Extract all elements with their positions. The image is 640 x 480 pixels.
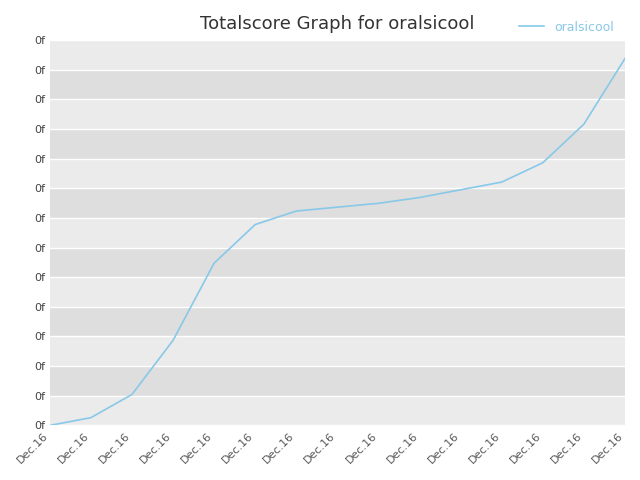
oralsicool xyxy=(252,222,259,228)
Bar xyxy=(50,188,625,218)
Bar xyxy=(50,307,625,336)
Bar xyxy=(50,218,625,248)
oralsicool xyxy=(333,204,341,210)
Bar xyxy=(50,40,625,70)
Bar xyxy=(50,366,625,396)
oralsicool xyxy=(539,160,547,166)
Bar xyxy=(50,99,625,129)
Bar xyxy=(50,248,625,277)
oralsicool xyxy=(374,201,382,206)
oralsicool xyxy=(211,260,218,266)
oralsicool xyxy=(580,121,588,127)
oralsicool xyxy=(498,179,506,185)
Title: Totalscore Graph for oralsicool: Totalscore Graph for oralsicool xyxy=(200,15,475,33)
oralsicool xyxy=(457,187,465,192)
oralsicool xyxy=(46,422,54,428)
Bar xyxy=(50,70,625,99)
oralsicool xyxy=(416,194,424,200)
oralsicool xyxy=(621,56,629,61)
Bar xyxy=(50,396,625,425)
Legend: oralsicool: oralsicool xyxy=(514,15,619,38)
Bar xyxy=(50,159,625,188)
oralsicool xyxy=(128,392,136,397)
Bar xyxy=(50,129,625,159)
oralsicool xyxy=(169,337,177,343)
Bar xyxy=(50,277,625,307)
oralsicool xyxy=(292,208,300,214)
oralsicool xyxy=(87,415,95,420)
Line: oralsicool: oralsicool xyxy=(50,59,625,425)
Bar xyxy=(50,336,625,366)
